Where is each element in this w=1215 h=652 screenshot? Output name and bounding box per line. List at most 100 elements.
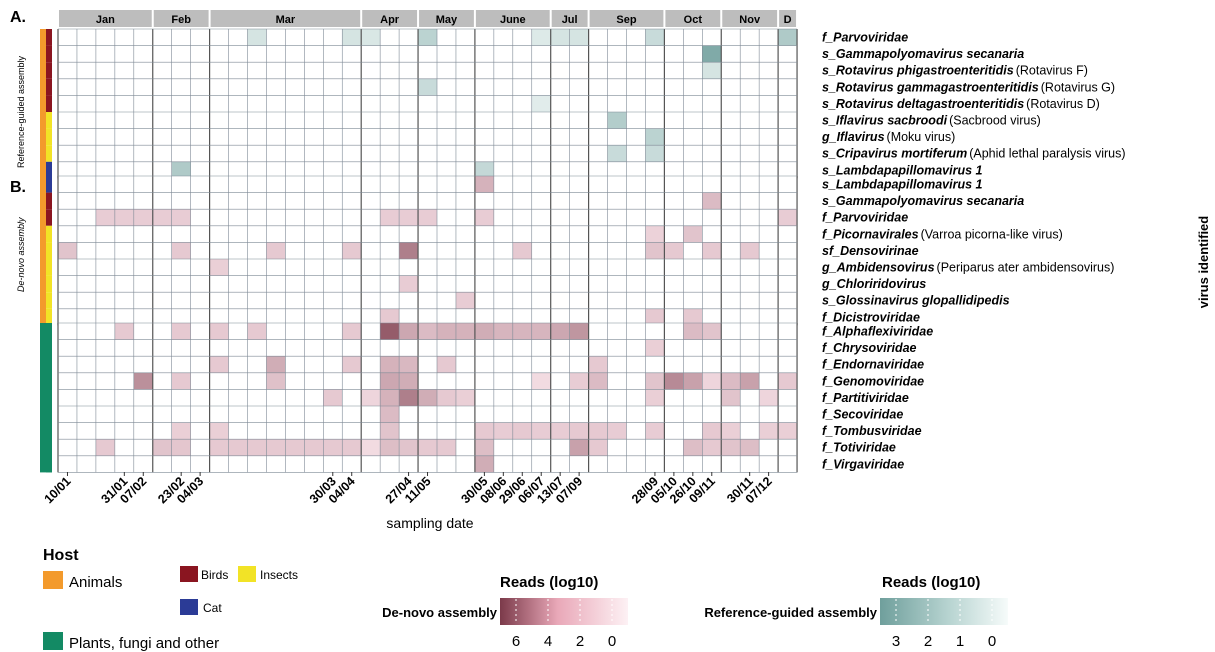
heatmap-cell xyxy=(152,209,172,226)
legend-denovo-ticks: 6 4 2 0 xyxy=(512,599,616,650)
virus-row-label: f_Alphaflexiviridae xyxy=(822,325,933,339)
host-bar-segment xyxy=(46,128,52,146)
heatmap-cell xyxy=(740,242,760,259)
heatmap-cell xyxy=(342,29,362,46)
heatmap-cell xyxy=(588,422,608,440)
virus-row-label: g_Iflavirus (Moku virus) xyxy=(821,130,955,144)
heatmap-cell xyxy=(721,372,741,390)
month-label: Apr xyxy=(380,14,400,26)
heatmap-cell xyxy=(702,242,722,259)
heatmap-cell xyxy=(645,128,665,146)
virus-row-label: s_Rotavirus phigastroenteritidis (Rotavir… xyxy=(822,64,1088,78)
heatmap-cell xyxy=(437,356,456,373)
virus-name: s_Cripavirus mortiferum xyxy=(822,147,967,161)
colorbar-tick-label: 2 xyxy=(924,633,932,650)
heatmap-cell xyxy=(778,29,798,46)
virus-row-label: f_Chrysoviridae xyxy=(822,341,917,355)
virus-row-label: f_Tombusviridae xyxy=(822,424,922,438)
heatmap-cell xyxy=(95,209,115,226)
heatmap-cell xyxy=(759,389,779,406)
heatmap-cell xyxy=(588,356,608,373)
heatmap-cell xyxy=(645,389,665,406)
host-bar-segment xyxy=(46,145,52,162)
heatmap-cell xyxy=(304,439,324,456)
heatmap-cell xyxy=(474,422,494,440)
virus-row-label: s_Iflavirus sacbroodi (Sacbrood virus) xyxy=(822,114,1041,128)
heatmap-cell xyxy=(569,439,589,456)
month-header-cell xyxy=(59,10,152,27)
virus-row-label: f_Parvoviridae xyxy=(822,211,908,225)
virus-name: s_Rotavirus gammagastroenteritidis xyxy=(822,80,1039,94)
heatmap-cell xyxy=(550,422,570,440)
heatmap-cell xyxy=(531,372,551,390)
month-label: D xyxy=(784,14,792,26)
heatmap-cell xyxy=(437,439,456,456)
legend-ref-label: Reference-guided assembly xyxy=(704,605,877,620)
legend-birds-label: Birds xyxy=(201,568,228,582)
host-bar-segment xyxy=(46,176,52,193)
month-label: Mar xyxy=(276,14,296,26)
virus-common-name: (Rotavirus F) xyxy=(1016,64,1088,78)
month-header-cell xyxy=(722,10,778,27)
virus-common-name: (Moku virus) xyxy=(887,130,956,144)
heatmap-cell xyxy=(550,323,570,340)
heatmap-cell xyxy=(133,209,153,226)
heatmap-cell xyxy=(702,323,722,340)
host-bar-segment xyxy=(46,259,52,276)
heatmap-cell xyxy=(209,422,229,440)
heatmap-cell xyxy=(455,323,475,340)
heatmap-cell xyxy=(171,439,191,456)
virus-row-label: f_Picornavirales (Varroa picorna-like vir… xyxy=(822,227,1063,241)
heatmap-cell xyxy=(455,292,475,309)
panel-a-letter: A. xyxy=(10,9,26,26)
heatmap-cell xyxy=(569,372,589,390)
heatmap-cell xyxy=(266,356,286,373)
heatmap-cell xyxy=(95,439,115,456)
heatmap-cell xyxy=(607,145,627,162)
legend-denovo-label: De-novo assembly xyxy=(382,605,498,620)
legend-host-title: Host xyxy=(43,547,79,564)
heatmap-cell xyxy=(531,323,551,340)
virus-row-label: f_Dicistroviridae xyxy=(822,310,920,324)
heatmap-cell xyxy=(702,372,722,390)
heatmap-cell xyxy=(399,275,419,293)
month-header-cell xyxy=(362,10,418,27)
legend-cat-swatch xyxy=(180,599,198,615)
virus-name: f_Parvoviridae xyxy=(822,31,908,45)
heatmap-cell xyxy=(740,439,760,456)
virus-name: f_Parvoviridae xyxy=(822,211,908,225)
virus-name: f_Totiviridae xyxy=(822,441,896,455)
heatmap-cell xyxy=(702,62,722,79)
heatmap-cell xyxy=(683,372,703,390)
heatmap-cell xyxy=(474,439,494,456)
heatmap-cell xyxy=(721,422,741,440)
heatmap-cell xyxy=(702,192,722,210)
host-bar-segment xyxy=(46,78,52,96)
virus-name: s_Rotavirus deltagastroenteritidis xyxy=(822,97,1024,111)
y-axis-label: virus identified xyxy=(1196,216,1211,309)
heatmap-cell xyxy=(342,323,362,340)
heatmap-cell xyxy=(323,439,343,456)
heatmap-cell xyxy=(266,439,286,456)
virus-row-label: f_Totiviridae xyxy=(822,441,896,455)
plants-host-bar xyxy=(40,323,52,473)
virus-row-label: f_Secoviridae xyxy=(822,408,903,422)
virus-name: s_Rotavirus phigastroenteritidis xyxy=(822,64,1014,78)
heatmap-cell xyxy=(418,78,437,96)
month-label: June xyxy=(500,14,526,26)
heatmap-cell xyxy=(380,323,400,340)
legend-ref-colorbar xyxy=(880,598,1008,625)
virus-name: f_Virgaviridae xyxy=(822,457,904,471)
heatmap-cell xyxy=(399,356,419,373)
host-bar-segment xyxy=(46,292,52,309)
month-header-cell xyxy=(153,10,209,27)
heatmap-cell xyxy=(531,29,551,46)
virus-name: sf_Densovirinae xyxy=(822,244,919,258)
heatmap-cell xyxy=(418,29,437,46)
heatmap-cell xyxy=(778,209,798,226)
heatmap-cell xyxy=(361,439,381,456)
heatmap-cell xyxy=(607,112,627,129)
heatmap-cell xyxy=(683,225,703,243)
heatmap-cell xyxy=(361,29,381,46)
